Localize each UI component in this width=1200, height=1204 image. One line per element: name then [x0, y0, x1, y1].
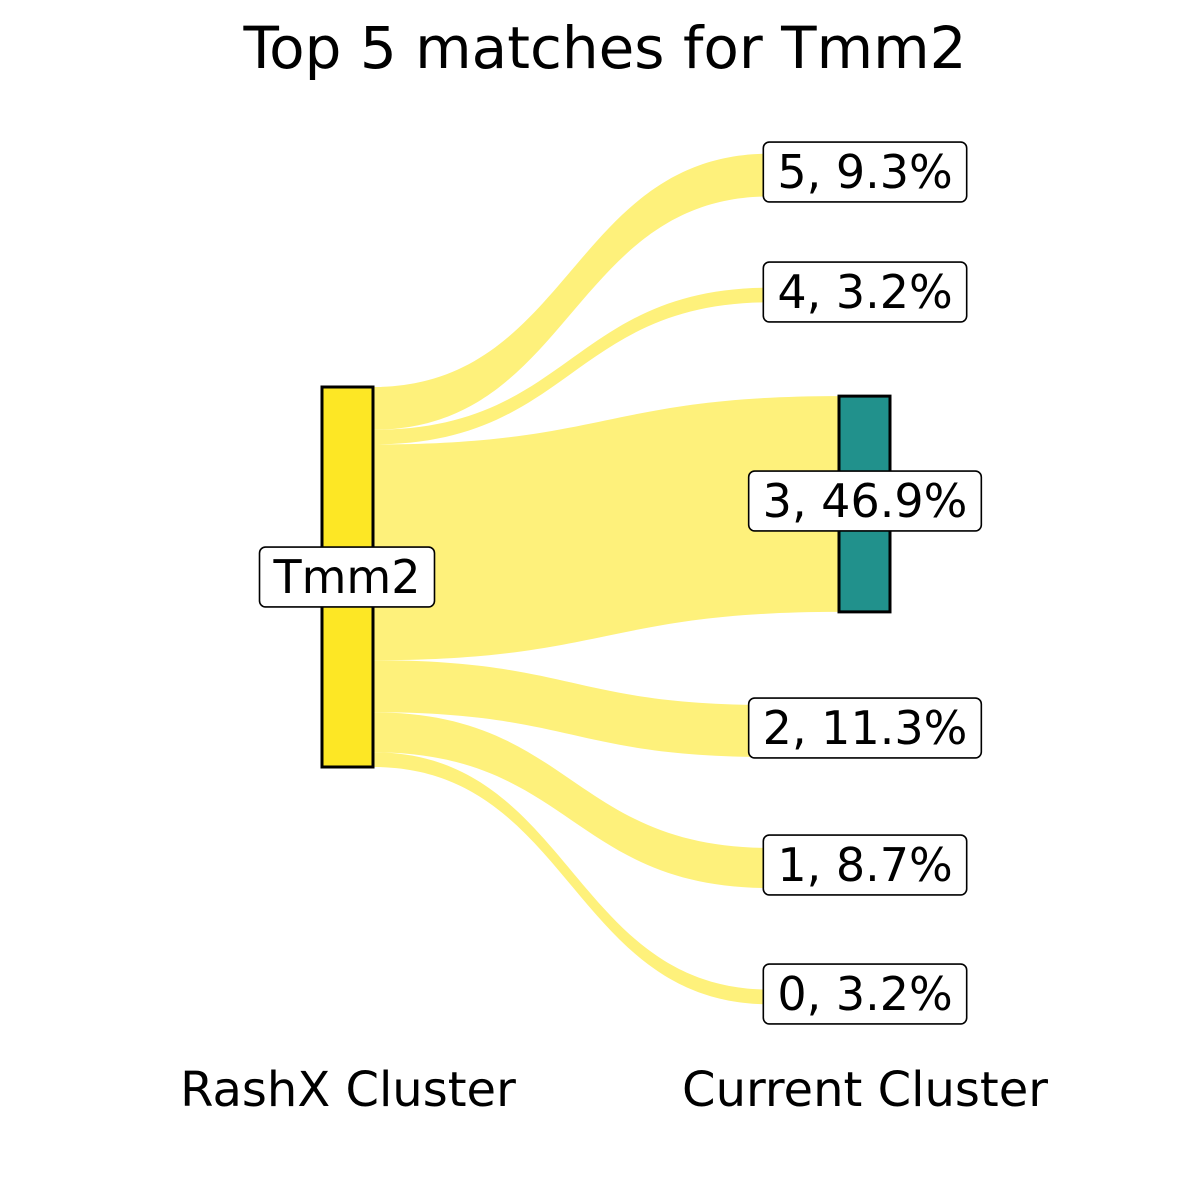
target-label-cluster-4: 4, 3.2%	[762, 261, 968, 323]
source-axis-label: RashX Cluster	[180, 1062, 516, 1118]
target-label-cluster-4-box	[762, 261, 968, 323]
target-label-cluster-0: 0, 3.2%	[762, 963, 968, 1025]
flow-to-cluster-5	[373, 153, 770, 430]
source-label-tmm2-text: Tmm2	[273, 550, 421, 604]
target-label-cluster-5: 5, 9.3%	[762, 141, 968, 203]
target-label-cluster-1-box	[762, 834, 968, 896]
target-label-cluster-4-text: 4, 3.2%	[777, 265, 952, 319]
flow-to-cluster-0	[373, 752, 770, 1005]
target-label-cluster-3-text: 3, 46.9%	[763, 474, 968, 528]
target-label-cluster-1: 1, 8.7%	[762, 834, 968, 896]
target-label-cluster-2: 2, 11.3%	[747, 697, 983, 759]
source-label-tmm2-box	[258, 546, 436, 608]
flows	[373, 153, 839, 1005]
target-axis-label: Current Cluster	[682, 1062, 1048, 1118]
chart-title: Top 5 matches for Tmm2	[243, 14, 967, 82]
target-label-cluster-5-text: 5, 9.3%	[777, 145, 952, 199]
flow-to-cluster-4	[373, 287, 770, 445]
source-label-tmm2: Tmm2	[258, 546, 436, 608]
target-label-cluster-3: 3, 46.9%	[747, 470, 983, 532]
flow-to-cluster-1	[373, 712, 770, 889]
target-label-cluster-1-text: 1, 8.7%	[777, 838, 952, 892]
flow-to-cluster-2	[373, 660, 770, 757]
labels: Tmm2 5, 9.3% 4, 3.2% 3, 46.9% 2, 11.3% 1, 8.7…	[258, 141, 983, 1025]
target-label-cluster-2-box	[747, 697, 983, 759]
target-label-cluster-2-text: 2, 11.3%	[763, 701, 968, 755]
target-label-cluster-0-box	[762, 963, 968, 1025]
target-label-cluster-0-text: 0, 3.2%	[777, 967, 952, 1021]
target-label-cluster-5-box	[762, 141, 968, 203]
target-label-cluster-3-box	[747, 470, 983, 532]
flow-to-cluster-3	[373, 396, 839, 661]
